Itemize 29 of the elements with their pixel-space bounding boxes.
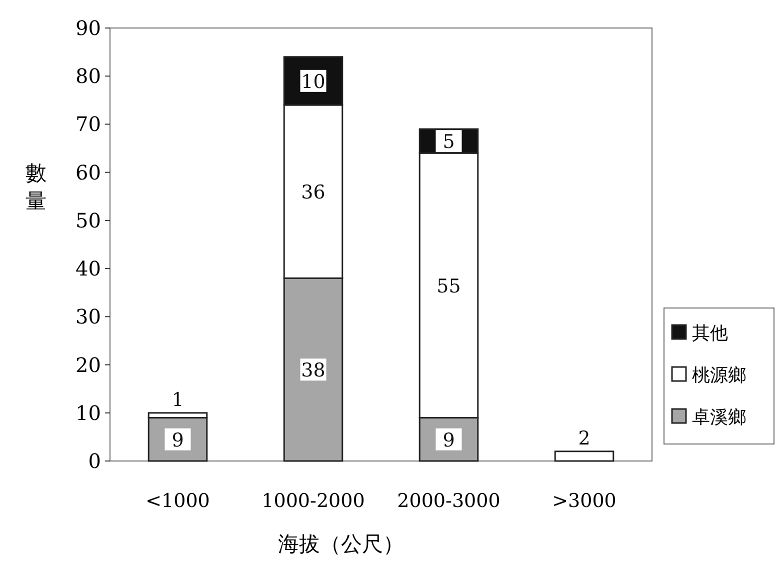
y-tick-label: 30 xyxy=(76,304,101,329)
y-tick-label: 90 xyxy=(76,16,101,40)
y-tick-label: 10 xyxy=(76,400,101,425)
y-tick-label: 0 xyxy=(88,449,101,473)
x-tick-label: 2000-3000 xyxy=(397,490,500,512)
y-tick-label: 60 xyxy=(76,160,101,184)
x-tick-label: 1000-2000 xyxy=(262,490,365,512)
y-tick-label: 40 xyxy=(76,256,101,281)
data-label: 36 xyxy=(301,182,326,204)
legend-label: 卓溪鄉 xyxy=(692,407,746,428)
data-label: 9 xyxy=(442,429,455,452)
data-label: 5 xyxy=(442,131,455,154)
x-tick-label: <1000 xyxy=(146,490,210,512)
bar xyxy=(554,450,614,462)
y-tick-label: 20 xyxy=(76,352,101,377)
data-label: 55 xyxy=(436,275,461,298)
legend-label: 桃源鄉 xyxy=(692,365,746,386)
data-label: 38 xyxy=(301,360,326,382)
y-axis-title: 數量 xyxy=(26,161,46,213)
y-tick-label: 70 xyxy=(76,112,101,136)
data-label: 9 xyxy=(172,429,184,452)
data-label: 10 xyxy=(301,70,326,93)
x-axis-title: 海拔（公尺） xyxy=(278,532,404,556)
legend-label: 其他 xyxy=(692,323,728,344)
data-label: 1 xyxy=(172,388,184,411)
y-tick-label: 50 xyxy=(76,208,101,232)
x-tick-label: >3000 xyxy=(552,490,616,512)
y-tick-label: 80 xyxy=(76,64,101,88)
data-label: 2 xyxy=(578,427,590,450)
